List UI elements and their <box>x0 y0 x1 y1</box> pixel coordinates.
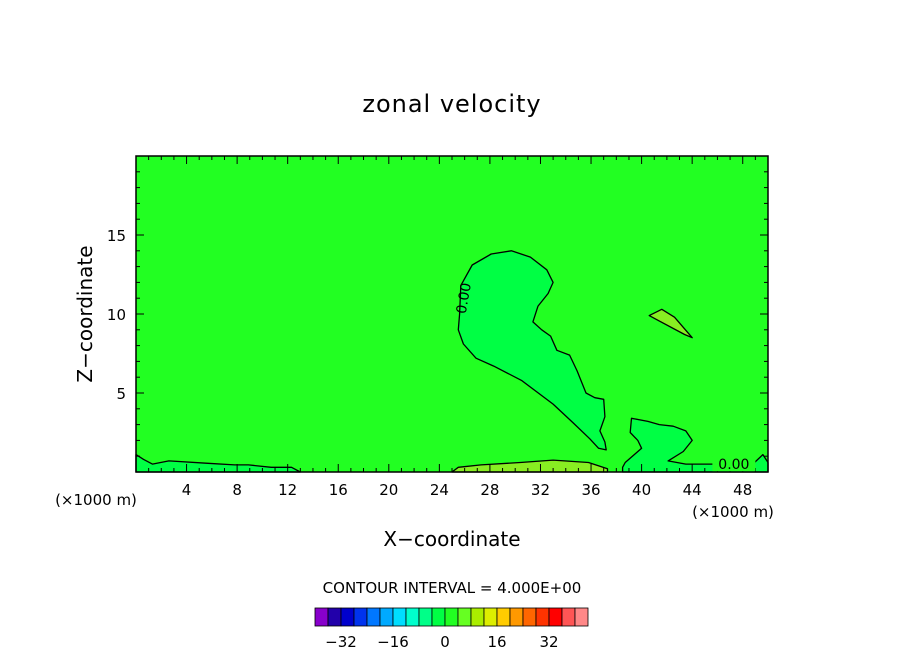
colorbar-swatch <box>457 607 472 627</box>
colorbar-swatch <box>496 607 511 627</box>
axis-ticks <box>136 156 768 472</box>
contour-bottom-left-strip <box>135 453 301 473</box>
y-tick-label: 15 <box>107 227 126 245</box>
colorbar-swatch <box>431 607 446 627</box>
colorbar-swatch <box>509 607 524 627</box>
colorbar-swatch <box>353 607 368 627</box>
colorbar-tick-label: 0 <box>440 633 450 651</box>
colorbar-swatch <box>379 607 394 627</box>
colorbar-swatch <box>327 607 342 627</box>
colorbar <box>314 607 589 627</box>
contour-upper-right-blob <box>648 308 693 339</box>
colorbar-swatch <box>314 607 329 627</box>
x-tick-label: 48 <box>733 481 752 499</box>
colorbar-swatch <box>483 607 498 627</box>
plot-background <box>136 156 768 472</box>
colorbar-tick-label: −32 <box>325 633 357 651</box>
plot-area <box>135 155 769 473</box>
x-tick-label: 16 <box>329 481 348 499</box>
y-tick-label: 10 <box>107 306 126 324</box>
x-tick-label: 8 <box>232 481 242 499</box>
contour-interval-text: CONTOUR INTERVAL = 4.000E+00 <box>323 579 582 597</box>
x-axis-label: X−coordinate <box>383 527 520 551</box>
x-tick-label: 20 <box>379 481 398 499</box>
colorbar-tick-label: 16 <box>487 633 506 651</box>
contour-regions <box>135 250 769 473</box>
y-tick-label: 5 <box>116 385 126 403</box>
colorbar-swatch <box>522 607 537 627</box>
x-tick-label: 12 <box>278 481 297 499</box>
contour-positive-lobe <box>457 250 607 451</box>
contour-label: 0.00 <box>454 282 475 315</box>
colorbar-labels: −32 −16 0 16 32 <box>325 633 558 651</box>
colorbar-tick-label: −16 <box>377 633 409 651</box>
x-tick-label: 24 <box>430 481 449 499</box>
colorbar-swatch <box>535 607 550 627</box>
colorbar-swatch <box>366 607 381 627</box>
contour-lower-right-bump <box>621 417 769 473</box>
x-tick-label: 40 <box>632 481 651 499</box>
y-axis-label: Z−coordinate <box>73 245 97 382</box>
colorbar-swatch <box>340 607 355 627</box>
chart-title: zonal velocity <box>362 90 541 118</box>
x-tick-label: 28 <box>480 481 499 499</box>
colorbar-swatch <box>444 607 459 627</box>
x-units-right: (×1000 m) <box>692 503 774 521</box>
contour-bottom-band <box>451 459 609 473</box>
x-tick-label: 36 <box>581 481 600 499</box>
x-tick-label: 32 <box>531 481 550 499</box>
colorbar-swatch <box>418 607 433 627</box>
x-units-left: (×1000 m) <box>55 491 137 509</box>
colorbar-swatch <box>470 607 485 627</box>
colorbar-swatch <box>405 607 420 627</box>
contour-label-mask <box>712 456 756 472</box>
colorbar-swatch <box>548 607 563 627</box>
colorbar-swatch <box>561 607 576 627</box>
colorbar-swatch <box>574 607 589 627</box>
contour-label: 0.00 <box>718 457 749 473</box>
colorbar-swatch <box>392 607 407 627</box>
colorbar-tick-label: 32 <box>539 633 558 651</box>
x-tick-label: 4 <box>182 481 192 499</box>
x-tick-label: 44 <box>683 481 702 499</box>
